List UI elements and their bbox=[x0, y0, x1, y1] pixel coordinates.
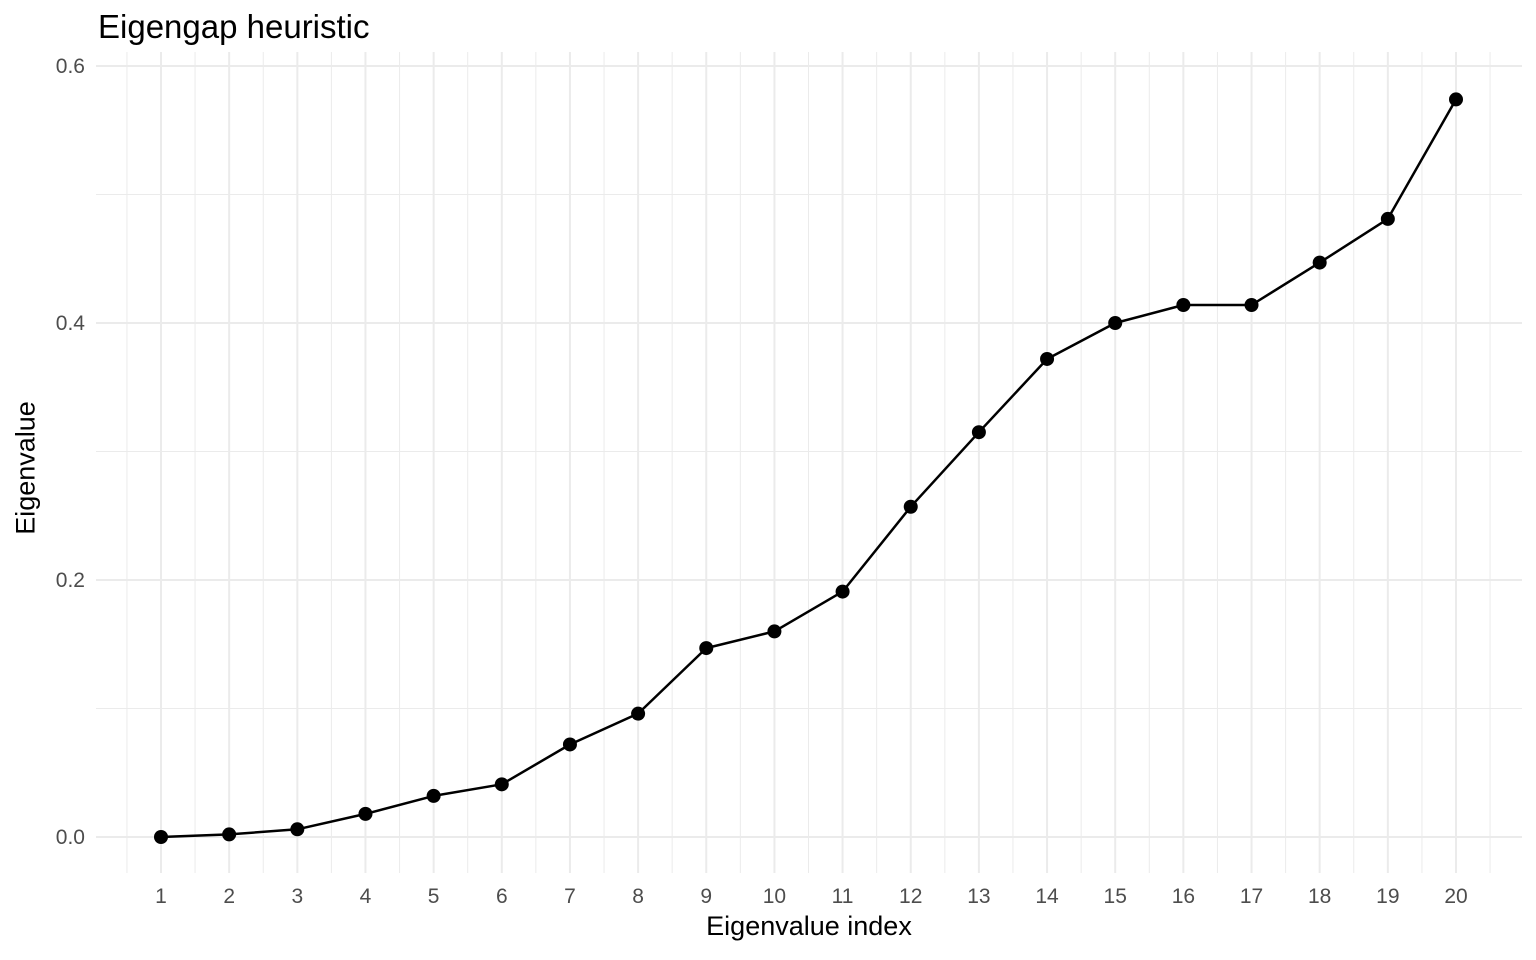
data-point bbox=[971, 425, 986, 440]
x-tick-label: 19 bbox=[1376, 885, 1399, 908]
data-point bbox=[426, 788, 441, 803]
data-series bbox=[154, 92, 1463, 844]
series-line bbox=[160, 98, 1458, 839]
data-point bbox=[1449, 92, 1463, 107]
x-tick-label: 4 bbox=[360, 885, 372, 908]
x-tick-label: 14 bbox=[1035, 885, 1059, 908]
x-tick-label: 12 bbox=[899, 885, 922, 908]
data-point bbox=[222, 827, 237, 842]
x-tick-label: 20 bbox=[1444, 885, 1467, 908]
x-tick-label: 5 bbox=[428, 885, 440, 908]
major-gridlines bbox=[96, 52, 1522, 873]
x-tick-label: 8 bbox=[632, 885, 644, 908]
x-tick-label: 18 bbox=[1308, 885, 1331, 908]
data-point bbox=[1108, 316, 1123, 330]
data-point bbox=[1176, 298, 1191, 313]
y-tick-label: 0.2 bbox=[56, 569, 85, 592]
x-tick-label: 11 bbox=[832, 885, 854, 908]
x-axis-ticks: 1 2 3 4 5 6 7 8 9 10 11 12 13 14 15 16 17 18 19 20 bbox=[155, 885, 1468, 908]
x-tick-label: 3 bbox=[291, 885, 303, 908]
data-point bbox=[631, 706, 646, 721]
data-point bbox=[358, 806, 373, 821]
data-point bbox=[494, 777, 509, 792]
data-point bbox=[1312, 255, 1327, 270]
x-tick-label: 7 bbox=[564, 885, 576, 908]
x-tick-label: 17 bbox=[1240, 885, 1263, 908]
x-tick-label: 13 bbox=[967, 885, 990, 908]
x-tick-label: 15 bbox=[1104, 885, 1127, 908]
data-point bbox=[903, 499, 918, 514]
data-point bbox=[699, 641, 714, 656]
y-tick-label: 0.4 bbox=[56, 312, 86, 335]
x-tick-label: 2 bbox=[223, 885, 235, 908]
data-point bbox=[562, 737, 577, 752]
x-axis-label: Eigenvalue index bbox=[706, 911, 912, 941]
y-tick-label: 0.6 bbox=[56, 55, 85, 78]
x-tick-label: 6 bbox=[496, 885, 508, 908]
x-tick-label: 9 bbox=[700, 885, 712, 908]
data-point bbox=[767, 624, 782, 639]
x-tick-label: 16 bbox=[1172, 885, 1195, 908]
data-point bbox=[154, 830, 168, 844]
x-tick-label: 10 bbox=[763, 885, 786, 908]
data-point bbox=[1244, 298, 1259, 313]
data-point bbox=[1040, 351, 1055, 366]
x-tick-label: 1 bbox=[155, 885, 167, 908]
data-point bbox=[290, 822, 305, 837]
chart-title: Eigengap heuristic bbox=[98, 8, 370, 45]
y-tick-label: 0.0 bbox=[56, 826, 85, 849]
minor-gridlines bbox=[96, 52, 1522, 873]
data-point bbox=[835, 584, 850, 599]
data-point bbox=[1380, 211, 1395, 226]
y-axis-ticks: 0.0 0.2 0.4 0.6 bbox=[56, 55, 86, 849]
